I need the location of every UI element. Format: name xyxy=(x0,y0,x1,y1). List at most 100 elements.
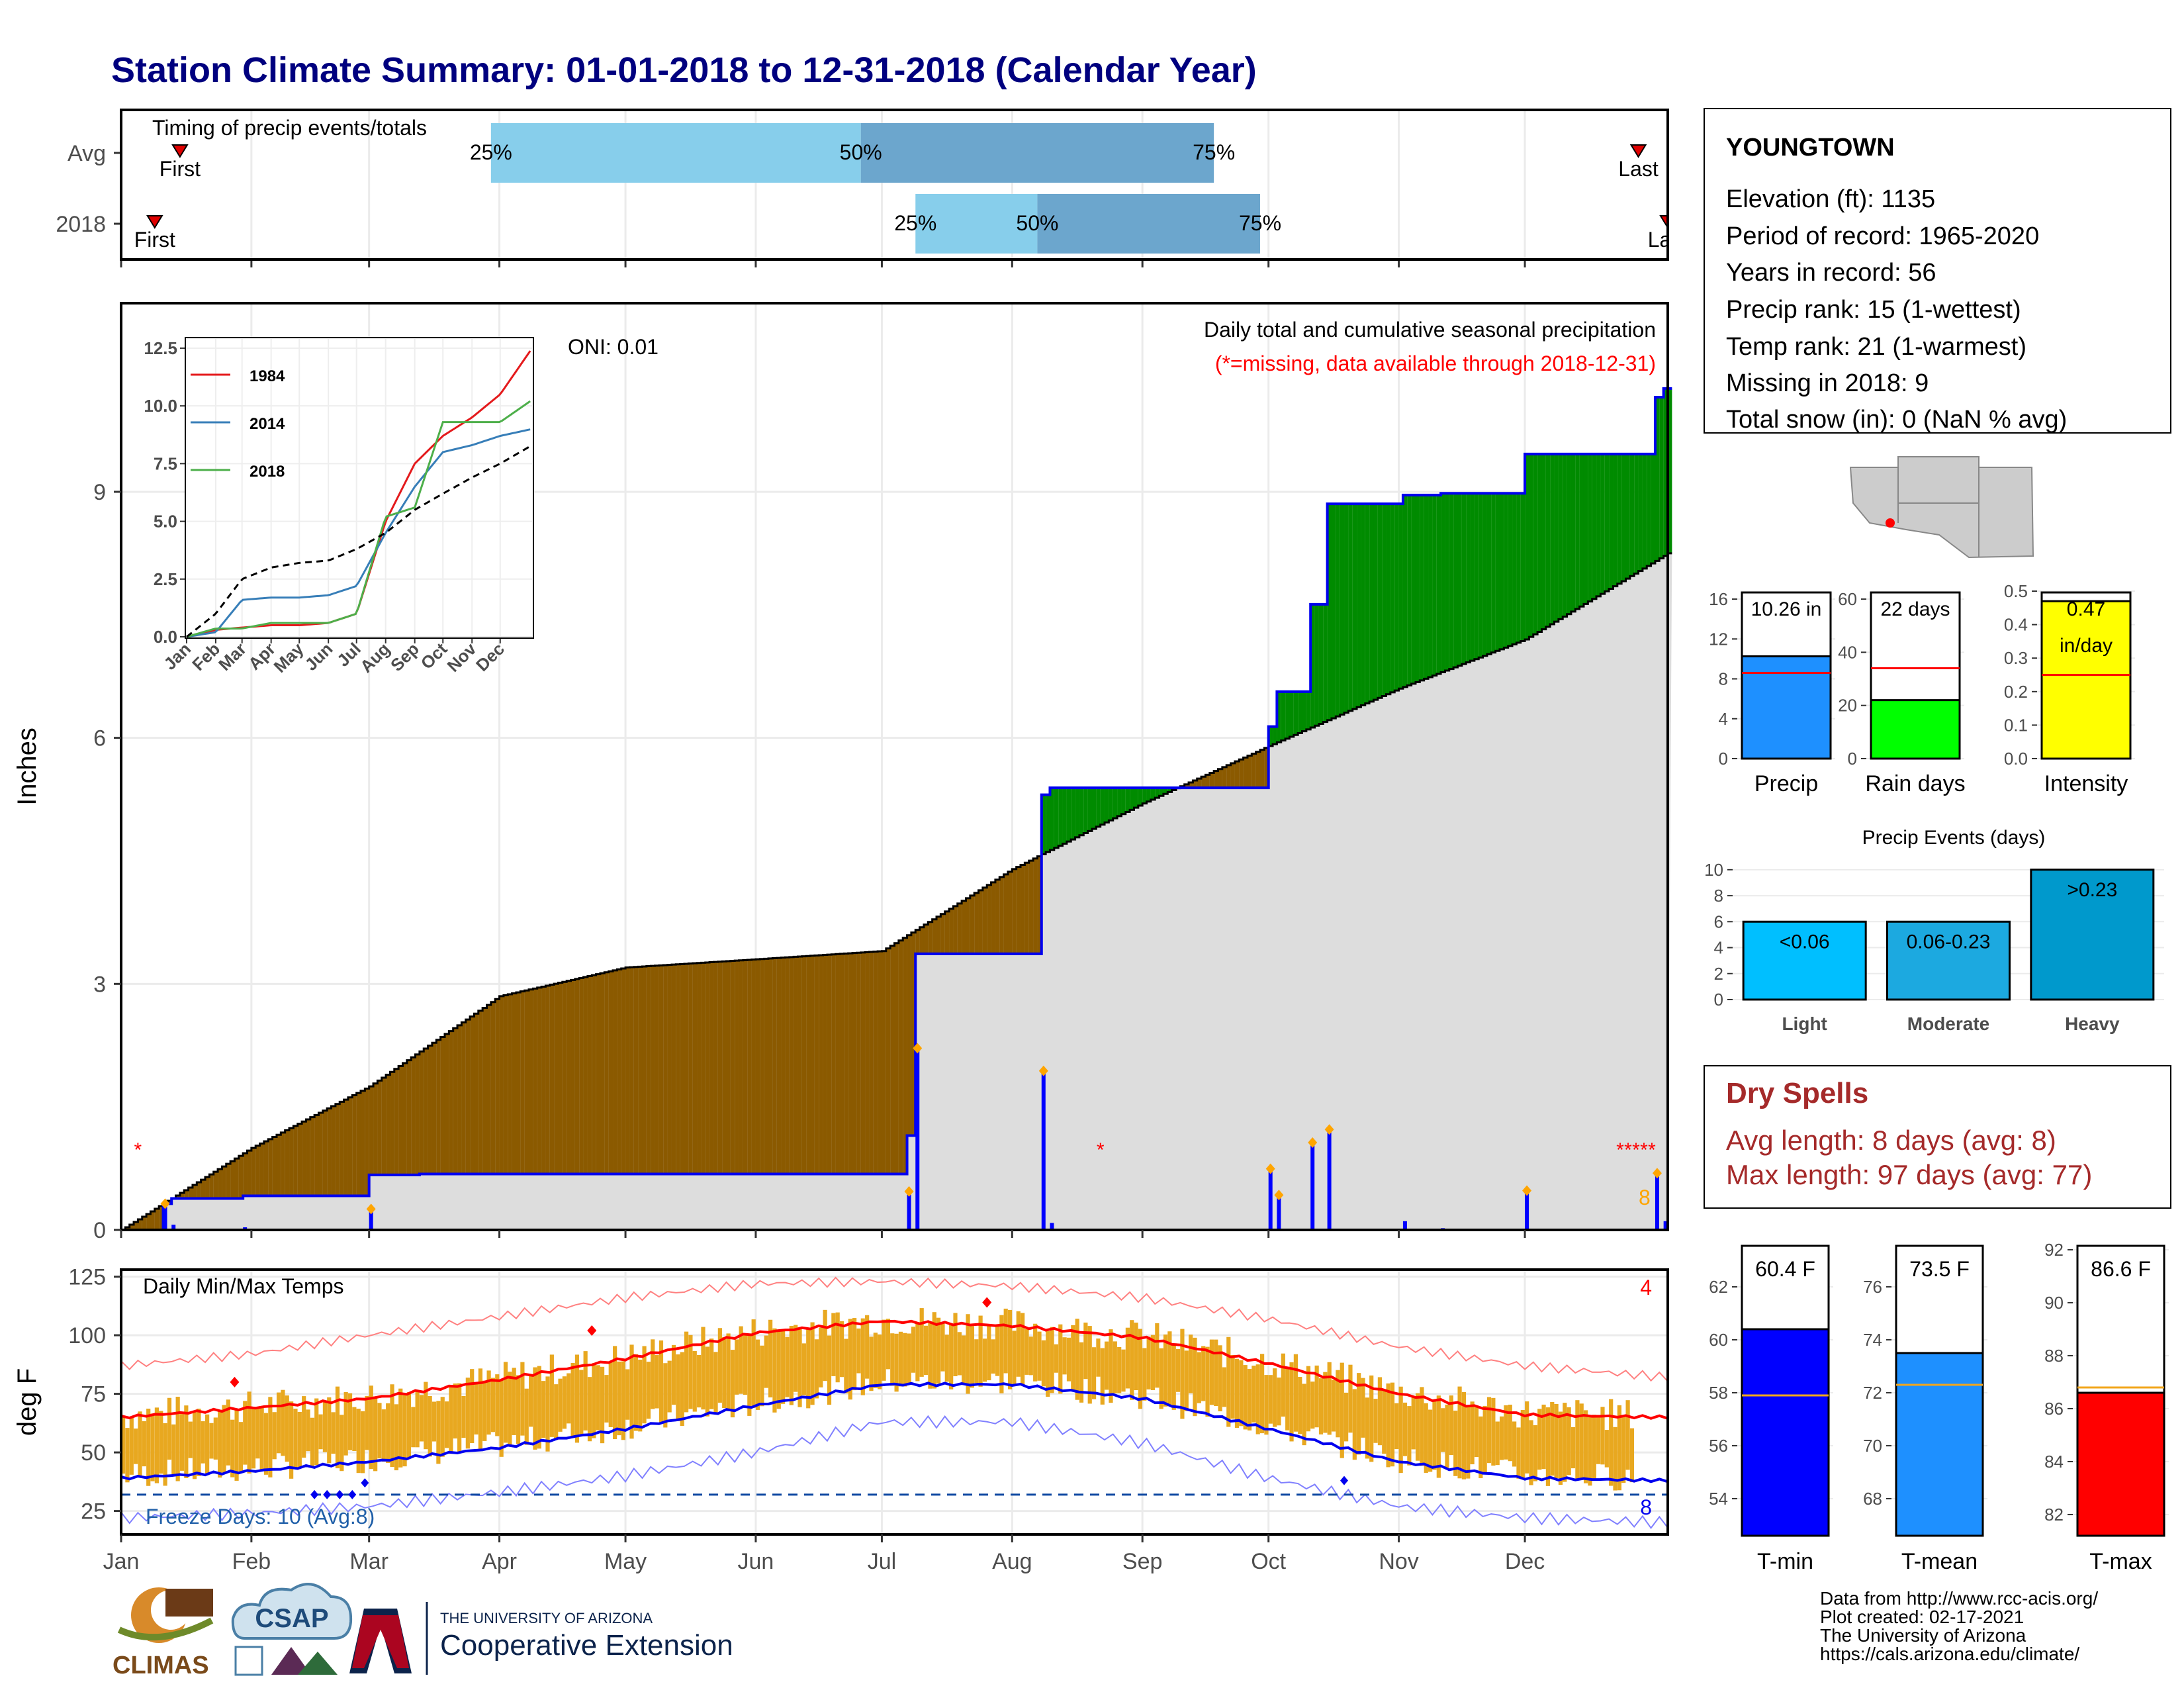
daily-temp-bar xyxy=(1600,1407,1605,1465)
precip-deficit-slice xyxy=(1016,867,1021,954)
precip-deficit-slice xyxy=(188,1188,193,1199)
precip-deficit-slice xyxy=(352,1095,357,1196)
precip-surplus-slice xyxy=(1130,788,1134,810)
daily-temp-bar xyxy=(1109,1329,1113,1403)
temp-minichart-tick-label: 68 xyxy=(1863,1489,1882,1509)
daily-temp-bar xyxy=(499,1380,504,1457)
daily-temp-bar xyxy=(801,1343,806,1395)
precip-deficit-slice xyxy=(347,1097,353,1196)
daily-temp-bar xyxy=(1205,1346,1210,1417)
temp-minichart-bar xyxy=(2076,1391,2165,1537)
minichart-tick-label: 20 xyxy=(1838,696,1857,716)
inset-series-2014 xyxy=(186,428,531,638)
precip-surplus-slice xyxy=(1491,493,1496,653)
daily-temp-bar xyxy=(432,1401,437,1442)
daily-temp-bar xyxy=(651,1339,655,1409)
daily-temp-bar xyxy=(869,1336,874,1391)
timing-last-marker xyxy=(1659,215,1668,229)
precip-deficit-slice xyxy=(377,1080,382,1175)
daily-temp-bar xyxy=(827,1335,832,1405)
precip-deficit-slice xyxy=(402,1063,407,1175)
precip-deficit-slice xyxy=(222,1166,226,1199)
record-high-marker xyxy=(587,1325,597,1336)
daily-temp-bar xyxy=(1499,1416,1504,1460)
daily-temp-bar xyxy=(1184,1350,1189,1411)
precip-surplus-slice xyxy=(1545,453,1551,627)
month-axis-label: Jun xyxy=(738,1549,774,1574)
daily-precip-bar xyxy=(171,1225,176,1230)
daily-temp-bar xyxy=(263,1413,269,1475)
daily-temp-bar xyxy=(1407,1406,1412,1466)
precip-surplus-slice xyxy=(1323,604,1328,722)
precip-deficit-slice xyxy=(806,956,811,1174)
precip-deficit-slice xyxy=(167,1201,172,1204)
temp-minichart-label: T-min xyxy=(1757,1549,1813,1574)
precip-surplus-slice xyxy=(1285,691,1290,739)
precip-surplus-slice xyxy=(1604,453,1610,592)
precip-surplus-slice xyxy=(1499,493,1504,649)
precip-deficit-slice xyxy=(440,1037,445,1174)
temp-minichart-tick-label: 88 xyxy=(2044,1346,2064,1366)
daily-temp-bar xyxy=(1293,1354,1298,1432)
precip-deficit-slice xyxy=(655,965,659,1174)
precip-deficit-slice xyxy=(592,975,596,1174)
daily-temp-bar xyxy=(1012,1331,1017,1385)
daily-temp-bar xyxy=(911,1327,916,1373)
daily-temp-bar xyxy=(461,1395,466,1438)
station-missing: Missing in 2018: 9 xyxy=(1726,369,1929,397)
precip-deficit-slice xyxy=(684,963,689,1174)
daily-temp-bar xyxy=(285,1395,289,1462)
timing-q75-label: 75% xyxy=(1193,140,1235,164)
daily-temp-bar xyxy=(1306,1366,1311,1432)
daily-temp-bar xyxy=(1167,1331,1172,1407)
daily-temp-bar xyxy=(1398,1386,1403,1474)
daily-temp-bar xyxy=(860,1318,865,1395)
daily-temp-bar xyxy=(1352,1389,1357,1460)
precip-surplus-slice xyxy=(1567,453,1571,614)
daily-temp-bar xyxy=(852,1318,857,1391)
daily-temp-bar xyxy=(402,1395,407,1467)
temp-minichart-tick-label: 56 xyxy=(1709,1436,1728,1456)
minichart-value-unit: in/day xyxy=(2060,635,2113,657)
inset-y-tick-label: 7.5 xyxy=(154,453,177,473)
precip-deficit-slice xyxy=(289,1128,294,1196)
daily-temp-bar xyxy=(701,1327,705,1410)
daily-temp-bar xyxy=(205,1414,210,1476)
daily-temp-bar xyxy=(1373,1399,1378,1443)
precip-surplus-slice xyxy=(1600,453,1605,594)
precip-surplus-slice xyxy=(1461,493,1467,665)
precip-deficit-slice xyxy=(138,1219,142,1230)
ua-logo-bottom: Cooperative Extension xyxy=(440,1629,733,1662)
timing-q75-label: 75% xyxy=(1239,211,1281,235)
daily-temp-bar xyxy=(1541,1404,1546,1470)
month-axis-label: Jan xyxy=(103,1549,140,1574)
precip-deficit-slice xyxy=(962,900,966,954)
daily-temp-bar xyxy=(1302,1383,1306,1446)
temp-y-axis-title: deg F xyxy=(13,1368,42,1436)
daily-temp-bar xyxy=(1046,1331,1050,1397)
precip-deficit-slice xyxy=(726,961,731,1174)
daily-temp-bar xyxy=(558,1378,563,1432)
precip-surplus-slice xyxy=(1659,397,1664,559)
daily-temp-bar xyxy=(600,1366,605,1444)
timing-q25-label: 25% xyxy=(894,211,936,235)
daily-temp-bar xyxy=(785,1336,790,1397)
station-elevation: Elevation (ft): 1135 xyxy=(1726,185,1935,213)
precip-surplus-slice xyxy=(1365,504,1370,704)
daily-temp-bar xyxy=(259,1407,264,1470)
precip-deficit-slice xyxy=(894,943,899,1174)
precip-deficit-slice xyxy=(499,996,504,1174)
precip-surplus-slice xyxy=(1298,691,1302,733)
daily-temp-bar xyxy=(621,1361,625,1440)
credit-url: https://cals.arizona.edu/climate/ xyxy=(1820,1644,2079,1664)
daily-temp-bar xyxy=(1310,1382,1315,1429)
daily-precip-marker xyxy=(366,1203,376,1215)
precip-surplus-slice xyxy=(1436,494,1441,674)
precip-deficit-slice xyxy=(638,966,643,1174)
daily-temp-bar xyxy=(755,1339,760,1410)
precip-deficit-slice xyxy=(314,1115,319,1196)
daily-temp-bar xyxy=(386,1403,390,1463)
daily-temp-bar xyxy=(369,1385,373,1470)
daily-temp-bar xyxy=(1175,1348,1181,1392)
precip-deficit-slice xyxy=(529,989,533,1174)
